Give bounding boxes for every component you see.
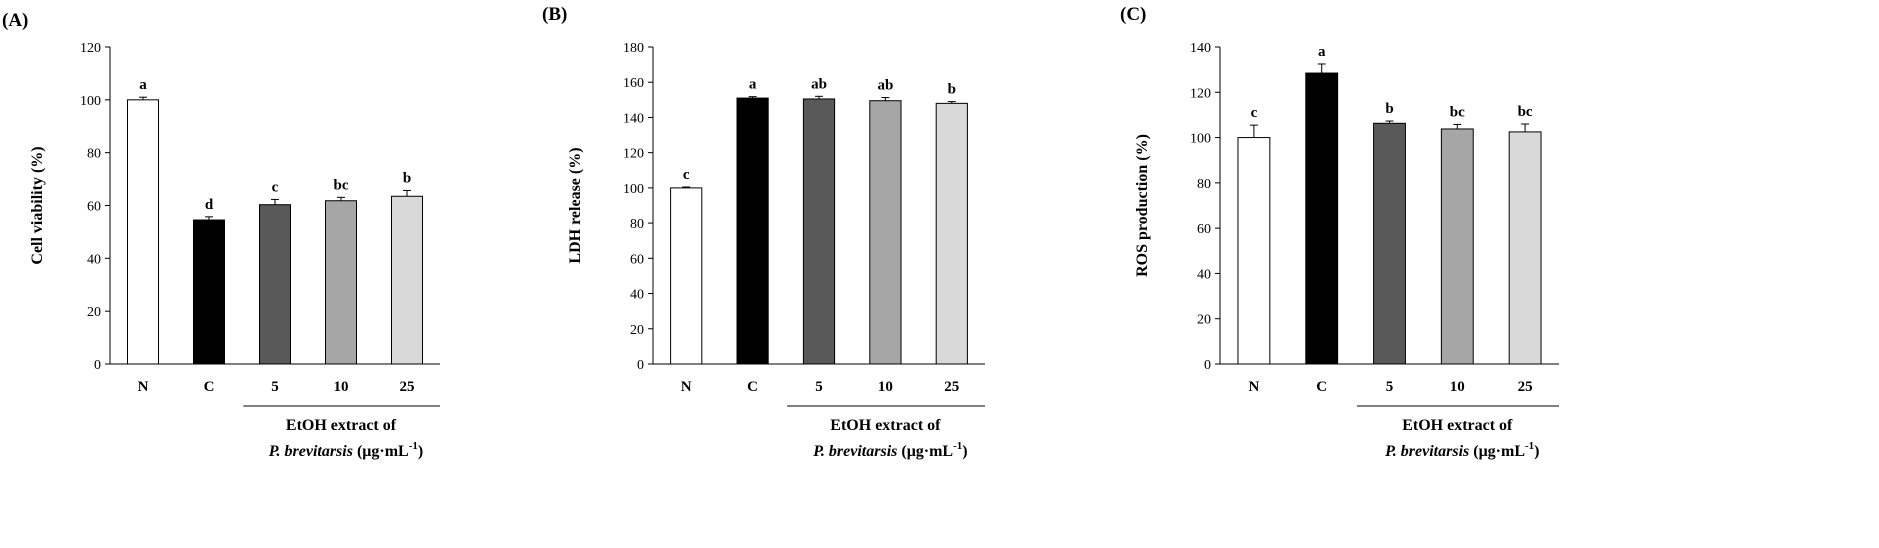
y-tick-label: 140 <box>623 111 644 126</box>
y-tick-label: 100 <box>623 182 644 197</box>
significance-label: b <box>948 82 956 98</box>
significance-label: ab <box>877 78 893 94</box>
panel-label: (B) <box>542 4 567 25</box>
y-tick-label: 0 <box>637 358 644 373</box>
unit-label: (μg·mL <box>897 443 953 460</box>
category-label: 5 <box>815 379 823 395</box>
significance-label: bc <box>1450 104 1465 120</box>
category-label: C <box>204 379 215 395</box>
bar <box>1373 122 1406 365</box>
significance-label: a <box>1318 44 1326 60</box>
bar <box>869 100 902 365</box>
significance-label: bc <box>334 177 349 193</box>
y-tick-label: 20 <box>87 305 101 320</box>
y-tick-label: 40 <box>87 252 101 267</box>
bar <box>1305 72 1339 365</box>
species-name: P. brevitarsis <box>1384 443 1469 460</box>
y-tick-label: 120 <box>1190 86 1211 101</box>
y-tick-label: 100 <box>1190 132 1211 147</box>
y-tick-label: 20 <box>1197 313 1211 328</box>
y-tick-label: 80 <box>1197 177 1211 192</box>
panel-label: (C) <box>1120 4 1146 25</box>
chart-panel-2: (B) 0 20 40 60 80 100 120 140 160 180 LDH release (… <box>542 4 985 460</box>
category-label: 5 <box>1386 379 1394 395</box>
significance-label: ab <box>811 76 827 92</box>
y-tick-label: 40 <box>630 288 644 303</box>
unit-close: ) <box>962 443 967 460</box>
panel-label: (A) <box>2 10 28 31</box>
y-axis-title: Cell viability (%) <box>29 146 46 264</box>
y-tick-label: 60 <box>87 200 101 215</box>
unit-close: ) <box>418 443 423 460</box>
y-tick-label: 60 <box>1197 222 1211 237</box>
y-tick-label: 180 <box>623 41 644 56</box>
chart-panel-3: (C) 0 20 40 60 80 100 120 140 ROS production (%) c… <box>1120 4 1559 460</box>
bar <box>390 195 424 365</box>
bar <box>126 99 160 365</box>
y-axis-title: LDH release (%) <box>567 147 584 263</box>
species-name: P. brevitarsis <box>812 443 897 460</box>
group-label-line1: EtOH extract of <box>830 417 941 434</box>
y-tick-label: 80 <box>630 217 644 232</box>
significance-label: a <box>139 77 147 93</box>
group-label-line1: EtOH extract of <box>1402 417 1513 434</box>
y-tick-label: 40 <box>1197 267 1211 282</box>
significance-label: bc <box>1518 104 1533 120</box>
category-label: 10 <box>1450 379 1465 395</box>
significance-label: c <box>683 167 690 183</box>
bar <box>258 204 292 365</box>
category-label: 10 <box>878 379 893 395</box>
unit-close: ) <box>1534 443 1539 460</box>
significance-label: a <box>749 77 757 93</box>
category-label: 10 <box>334 379 349 395</box>
bar <box>935 102 968 365</box>
category-label: 5 <box>271 379 279 395</box>
chart-panel-1: (A) 0 20 40 60 80 100 120 Cell viability (%) a Nd C… <box>2 10 440 460</box>
significance-label: d <box>205 197 214 213</box>
unit-exponent: -1 <box>1525 440 1534 452</box>
y-axis-title: ROS production (%) <box>1134 134 1151 277</box>
unit-label: (μg·mL <box>1469 443 1525 460</box>
unit-exponent: -1 <box>409 440 418 452</box>
species-name: P. brevitarsis <box>268 443 353 460</box>
bar <box>1237 137 1271 365</box>
significance-label: b <box>1385 101 1393 117</box>
significance-label: b <box>403 170 411 186</box>
group-label-line2: P. brevitarsis (μg·mL-1) <box>812 440 967 460</box>
bar <box>802 98 836 365</box>
y-tick-label: 0 <box>94 358 101 373</box>
y-tick-label: 120 <box>80 41 101 56</box>
category-label: N <box>681 379 692 395</box>
group-label-line2: P. brevitarsis (μg·mL-1) <box>1384 440 1539 460</box>
y-tick-label: 20 <box>630 323 644 338</box>
category-label: C <box>747 379 758 395</box>
unit-label: (μg·mL <box>353 443 409 460</box>
y-tick-label: 160 <box>623 76 644 91</box>
category-label: 25 <box>400 379 415 395</box>
group-label-line1: EtOH extract of <box>286 417 397 434</box>
category-label: N <box>1248 379 1259 395</box>
y-tick-label: 0 <box>1204 358 1211 373</box>
category-label: 25 <box>944 379 959 395</box>
bar <box>192 219 226 365</box>
bar <box>736 97 769 365</box>
category-label: 25 <box>1518 379 1533 395</box>
category-label: N <box>138 379 149 395</box>
bar <box>670 187 703 365</box>
y-tick-label: 140 <box>1190 41 1211 56</box>
bar <box>1508 131 1542 365</box>
y-tick-label: 120 <box>623 147 644 162</box>
significance-label: c <box>272 179 279 195</box>
group-label-line2: P. brevitarsis (μg·mL-1) <box>268 440 423 460</box>
bar <box>1440 128 1474 365</box>
y-tick-label: 100 <box>80 94 101 109</box>
y-tick-label: 60 <box>630 252 644 267</box>
y-tick-label: 80 <box>87 147 101 162</box>
unit-exponent: -1 <box>953 440 962 452</box>
category-label: C <box>1316 379 1327 395</box>
significance-label: c <box>1251 105 1258 121</box>
bar <box>324 200 358 365</box>
